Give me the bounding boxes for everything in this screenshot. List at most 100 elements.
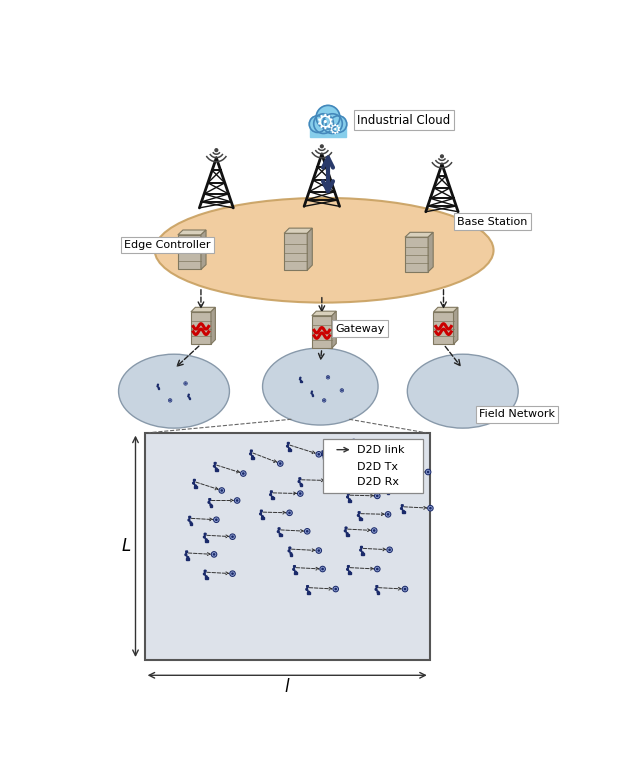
Circle shape [289, 448, 291, 450]
Bar [348, 500, 351, 502]
Ellipse shape [333, 587, 339, 591]
Ellipse shape [374, 567, 380, 571]
Polygon shape [428, 233, 433, 272]
Ellipse shape [317, 549, 321, 552]
Circle shape [287, 443, 289, 444]
Circle shape [278, 528, 280, 530]
Circle shape [204, 573, 205, 575]
Ellipse shape [335, 588, 336, 590]
Ellipse shape [221, 490, 222, 491]
Text: l: l [285, 678, 289, 696]
Ellipse shape [298, 491, 303, 496]
Circle shape [376, 586, 378, 588]
Circle shape [375, 588, 377, 591]
Circle shape [300, 484, 302, 485]
Ellipse shape [389, 549, 390, 551]
Circle shape [298, 480, 300, 483]
Ellipse shape [170, 400, 171, 401]
Ellipse shape [323, 400, 325, 401]
Ellipse shape [377, 568, 378, 570]
Circle shape [262, 516, 264, 517]
Circle shape [280, 534, 281, 535]
Ellipse shape [341, 390, 343, 391]
Polygon shape [191, 307, 216, 312]
Bar [178, 235, 201, 270]
Ellipse shape [305, 529, 310, 534]
Ellipse shape [340, 466, 341, 467]
Ellipse shape [211, 552, 217, 557]
Ellipse shape [214, 517, 219, 522]
Bar [191, 312, 211, 344]
Circle shape [400, 476, 402, 477]
Ellipse shape [184, 382, 187, 385]
Circle shape [185, 554, 187, 556]
Circle shape [348, 494, 349, 495]
Polygon shape [307, 228, 312, 270]
Bar [433, 312, 454, 344]
Ellipse shape [403, 587, 408, 591]
Bar [377, 592, 380, 594]
Circle shape [316, 105, 340, 129]
Ellipse shape [317, 453, 321, 456]
Bar [279, 534, 282, 537]
Circle shape [188, 396, 189, 397]
Ellipse shape [220, 489, 223, 492]
Bar [261, 517, 264, 519]
Bar [288, 449, 291, 451]
Ellipse shape [322, 568, 323, 570]
Circle shape [306, 588, 308, 591]
Bar [402, 511, 405, 514]
Circle shape [215, 149, 218, 152]
Ellipse shape [289, 512, 290, 514]
Bar [346, 534, 349, 536]
Circle shape [260, 511, 262, 512]
Circle shape [349, 499, 351, 501]
Bar [405, 237, 428, 272]
Ellipse shape [352, 453, 353, 454]
Ellipse shape [243, 473, 244, 474]
Bar [310, 124, 346, 137]
Circle shape [377, 591, 379, 593]
Ellipse shape [376, 567, 379, 571]
Circle shape [287, 445, 289, 447]
Ellipse shape [412, 487, 418, 491]
Circle shape [190, 522, 192, 524]
Ellipse shape [278, 461, 283, 466]
Bar [348, 572, 351, 574]
Circle shape [330, 116, 347, 132]
Bar [194, 486, 197, 488]
Ellipse shape [230, 534, 235, 539]
Polygon shape [454, 307, 458, 344]
Ellipse shape [231, 572, 234, 575]
Ellipse shape [387, 547, 392, 552]
Ellipse shape [426, 470, 429, 474]
Ellipse shape [185, 383, 186, 384]
Circle shape [188, 394, 189, 395]
Ellipse shape [350, 451, 355, 456]
Ellipse shape [372, 529, 376, 532]
Ellipse shape [351, 452, 355, 455]
Bar [215, 469, 218, 471]
Ellipse shape [337, 464, 343, 470]
Polygon shape [201, 230, 206, 270]
Ellipse shape [380, 441, 383, 444]
Bar [359, 518, 362, 521]
Circle shape [205, 539, 207, 541]
Text: Gateway: Gateway [336, 323, 385, 333]
Circle shape [353, 440, 355, 441]
Ellipse shape [242, 472, 245, 475]
Bar [339, 487, 342, 488]
Circle shape [188, 519, 190, 521]
Text: D2D link: D2D link [357, 445, 404, 454]
Ellipse shape [327, 377, 329, 378]
Bar [312, 316, 332, 348]
Circle shape [214, 463, 216, 464]
Circle shape [312, 394, 313, 395]
Ellipse shape [374, 494, 380, 498]
Ellipse shape [380, 440, 385, 445]
Circle shape [323, 457, 325, 458]
Text: Industrial Cloud: Industrial Cloud [357, 114, 451, 126]
Circle shape [340, 486, 341, 487]
Ellipse shape [430, 507, 431, 509]
Bar [189, 523, 193, 525]
